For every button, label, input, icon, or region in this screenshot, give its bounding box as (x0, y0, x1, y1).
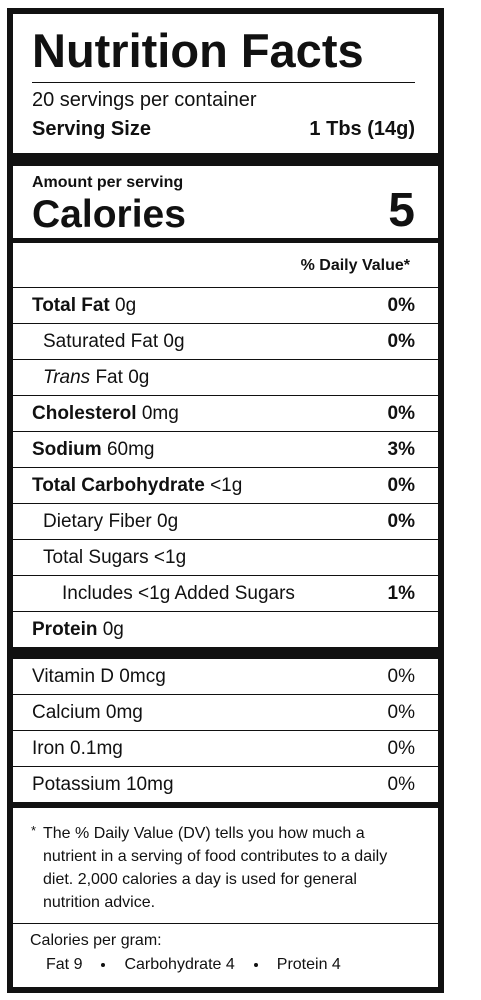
amount-label: Amount per serving (32, 174, 184, 191)
nutrient-name: Total Carbohydrate (32, 474, 205, 496)
vitamin-row: Iron 0.1mg 0% (13, 731, 438, 767)
vitamin-name: Calcium (32, 701, 101, 723)
nutrient-name: Total Fat (32, 294, 110, 316)
nutrient-row: Includes <1g Added Sugars 1% (13, 576, 438, 612)
nutrients: Total Fat 0g 0% Saturated Fat 0g 0% Trans Fa… (13, 288, 438, 659)
nutrient-amount: 0mg (141, 402, 179, 424)
nutrient: Trans Fat 0g (43, 367, 149, 389)
footnote-marker: * (31, 823, 37, 838)
vitamins: Vitamin D 0mcg 0% Calcium 0mg 0% Iron 0.1mg 0… (13, 659, 438, 808)
vitamin-dv: 0% (387, 737, 415, 759)
servings: 20 servings per container (32, 89, 257, 111)
nutrient-dv: 3% (387, 438, 415, 460)
vitamin: Potassium 10mg (32, 774, 174, 796)
vitamin-dv: 0% (387, 773, 415, 795)
calories-per-gram: Calories per gram: Fat 9 Carbohydrate 4 Pr… (13, 924, 438, 987)
nutrient-name: Sodium (32, 438, 102, 460)
nutrient-name: Fat (95, 366, 123, 388)
nutrient-row: Saturated Fat 0g 0% (13, 324, 438, 360)
footnote-text: The % Daily Value (DV) tells you how muc… (43, 825, 388, 911)
nutrient-name: Saturated Fat (43, 330, 159, 352)
nutrient-amount: 0g (128, 366, 150, 388)
nutrient-row: Cholesterol 0mg 0% (13, 396, 438, 432)
nutrient-amount: <1g (153, 546, 187, 568)
vitamin-amount: 0mcg (119, 665, 166, 687)
vitamin-dv: 0% (387, 665, 415, 687)
nutrient-dv: 0% (387, 330, 415, 352)
nutrient-name: Dietary Fiber (43, 510, 152, 532)
nutrient: Protein 0g (32, 619, 124, 641)
nutrient-dv: 0% (387, 510, 415, 532)
nutrient-name: Includes <1g Added Sugars (62, 582, 295, 604)
nutrient: Total Carbohydrate <1g (32, 475, 242, 497)
bullet (101, 963, 106, 967)
nutrient-row: Total Fat 0g 0% (13, 288, 438, 324)
nutrition-label: Nutrition Facts 20 servings per containe… (7, 8, 444, 993)
vitamin-amount: 10mg (125, 773, 174, 795)
calories-value: 5 (388, 184, 415, 237)
calories-block: Amount per serving Calories 5 (13, 166, 438, 243)
nutrient-row: Total Carbohydrate <1g 0% (13, 468, 438, 504)
serving-size-label: Serving Size (32, 118, 151, 140)
vitamin-row: Vitamin D 0mcg 0% (13, 659, 438, 695)
nutrient: Includes <1g Added Sugars (62, 583, 295, 605)
cpg-item: Protein 4 (276, 956, 341, 973)
nutrient-amount: 60mg (106, 438, 155, 460)
serving-size-row: Serving Size 1 Tbs (14g) (32, 118, 415, 141)
nutrient-dv: 0% (387, 474, 415, 496)
footnote: * The % Daily Value (DV) tells you how m… (13, 808, 438, 924)
nutrient-dv: 0% (387, 402, 415, 424)
nutrient-amount: 0g (102, 618, 124, 640)
nutrient-row: Trans Fat 0g (13, 360, 438, 396)
nutrient: Sodium 60mg (32, 439, 154, 461)
vitamin: Calcium 0mg (32, 702, 143, 724)
nutrient: Total Sugars <1g (43, 547, 186, 569)
cpg-label: Calories per gram: (30, 932, 162, 949)
serving-size-value: 1 Tbs (14g) (309, 118, 415, 140)
nutrient-name: Cholesterol (32, 402, 137, 424)
nutrient-row: Dietary Fiber 0g 0% (13, 504, 438, 540)
vitamin-row: Calcium 0mg 0% (13, 695, 438, 731)
vitamin-name: Vitamin D (32, 665, 115, 687)
nutrient: Cholesterol 0mg (32, 403, 179, 425)
nutrient-amount: 0g (115, 294, 137, 316)
nutrient-name: Total Sugars (43, 546, 149, 568)
nutrient-row: Total Sugars <1g (13, 540, 438, 576)
nutrient-name: Protein (32, 618, 98, 640)
nutrient-dv: 0% (387, 294, 415, 316)
vitamin-name: Iron (32, 737, 65, 759)
cpg-item: Carbohydrate 4 (124, 956, 235, 973)
nutrient-amount: <1g (210, 474, 243, 496)
nutrient-prefix: Trans (43, 366, 91, 388)
dv-header: % Daily Value* (13, 243, 438, 288)
nutrient-amount: 0g (163, 330, 185, 352)
title: Nutrition Facts (32, 26, 415, 83)
nutrient-amount: 0g (157, 510, 179, 532)
vitamin: Vitamin D 0mcg (32, 666, 166, 688)
cpg-items: Fat 9 Carbohydrate 4 Protein 4 (30, 956, 438, 974)
vitamin-dv: 0% (387, 701, 415, 723)
nutrient: Dietary Fiber 0g (43, 511, 178, 533)
vitamin-amount: 0.1mg (70, 737, 123, 759)
nutrient-row: Sodium 60mg 3% (13, 432, 438, 468)
cpg-item: Fat 9 (46, 956, 83, 973)
nutrient-row: Protein 0g (13, 612, 438, 647)
header: Nutrition Facts 20 servings per containe… (13, 14, 438, 166)
calories-label: Calories (32, 193, 186, 236)
vitamin-amount: 0mg (105, 701, 143, 723)
vitamin: Iron 0.1mg (32, 738, 123, 760)
nutrient: Total Fat 0g (32, 295, 136, 317)
nutrient: Saturated Fat 0g (43, 331, 185, 353)
vitamin-row: Potassium 10mg 0% (13, 767, 438, 802)
vitamin-name: Potassium (32, 773, 121, 795)
bullet (253, 963, 258, 967)
nutrient-dv: 1% (387, 582, 415, 604)
